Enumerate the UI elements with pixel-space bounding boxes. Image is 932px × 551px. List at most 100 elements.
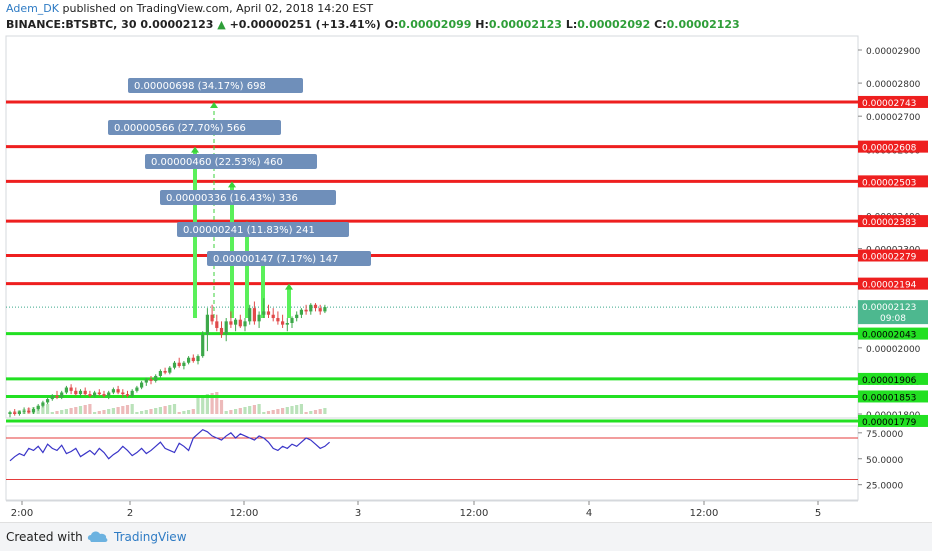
volume-bar — [74, 407, 78, 414]
candle-body — [187, 357, 191, 363]
candle-body — [262, 311, 266, 315]
volume-bar — [168, 405, 172, 414]
volume-bar — [130, 404, 134, 414]
price-chart[interactable]: 0.000029000.000028000.000027000.00002600… — [0, 0, 932, 522]
current-price-tag — [858, 300, 928, 325]
volume-bar — [88, 404, 92, 414]
volume-bar — [201, 395, 205, 414]
price-tick-label: 0.00002700 — [866, 113, 921, 123]
support-price-label: 0.00002043 — [862, 331, 916, 341]
target-label-box — [177, 222, 349, 237]
candle-body — [257, 314, 261, 322]
candle-body — [252, 308, 256, 322]
volume-bar — [257, 404, 261, 414]
candle-body — [22, 410, 26, 412]
candle-body — [177, 362, 181, 367]
volume-bar — [304, 412, 308, 414]
time-tick-label: 5 — [815, 508, 821, 519]
time-tick-label: 12:00 — [460, 508, 489, 519]
target-arrow-head — [210, 101, 218, 108]
candle-body — [83, 390, 87, 395]
volume-bar — [158, 407, 162, 414]
support-price-tag — [858, 372, 928, 385]
volume-bar — [290, 406, 294, 414]
volume-bar — [238, 408, 242, 414]
volume-bar — [41, 405, 45, 414]
volume-bar — [102, 410, 106, 414]
candle-body — [248, 308, 252, 322]
volume-bar — [318, 409, 322, 414]
candle-body — [41, 402, 45, 406]
candle-body — [102, 394, 106, 396]
volume-bar — [210, 393, 214, 414]
target-label: 0.00000336 (16.43%) 336 — [166, 193, 298, 204]
candle-body — [50, 395, 54, 400]
author-link[interactable]: Adem_DK — [6, 2, 59, 15]
candle-body — [46, 399, 50, 403]
candle-body — [93, 392, 97, 396]
candle-body — [60, 392, 64, 398]
candle-body — [290, 318, 294, 323]
candle-body — [276, 318, 280, 322]
volume-bar — [281, 408, 285, 414]
tradingview-logo-icon[interactable] — [86, 528, 110, 548]
low-value: 0.00002092 — [577, 18, 651, 31]
candle-body — [313, 304, 318, 309]
rsi-tick-label: 25.0000 — [866, 482, 903, 492]
candle-body — [158, 370, 162, 376]
volume-bar — [182, 411, 186, 414]
close-label: C: — [654, 18, 667, 31]
volume-bar — [78, 406, 83, 414]
volume-bar — [313, 410, 318, 414]
volume-bar — [64, 409, 68, 414]
candle-body — [318, 308, 322, 312]
tradingview-link[interactable]: TradingView — [114, 530, 187, 544]
time-tick-label: 3 — [355, 508, 361, 519]
support-price-tag — [858, 327, 928, 340]
volume-bar — [191, 409, 195, 414]
volume-bar — [107, 409, 111, 414]
target-label: 0.00000460 (22.53%) 460 — [151, 157, 283, 168]
target-label: 0.00000147 (7.17%) 147 — [213, 254, 338, 265]
up-arrow-icon: ▲ — [217, 18, 226, 31]
change-value: +0.00000251 (+13.41%) — [229, 18, 381, 31]
candle-body — [163, 370, 167, 373]
candle-body — [281, 321, 285, 325]
target-label-box — [108, 120, 281, 135]
candle-body — [243, 321, 247, 327]
volume-bar — [172, 404, 177, 414]
candle-body — [130, 390, 134, 396]
volume-bar — [309, 411, 313, 414]
volume-bar — [219, 400, 224, 414]
candle-body — [144, 379, 148, 383]
volume-bar — [135, 412, 139, 414]
candle-body — [309, 304, 313, 312]
time-tick-label: 2 — [127, 508, 133, 519]
time-tick-label: 4 — [586, 508, 592, 519]
candle-body — [31, 409, 36, 413]
volume-bar — [205, 394, 209, 414]
rsi-pane-frame — [5, 425, 859, 501]
open-label: O: — [384, 18, 399, 31]
volume-bar — [224, 411, 228, 414]
volume-bar — [234, 409, 238, 414]
volume-bar — [252, 405, 256, 414]
candle-body — [191, 357, 195, 362]
volume-bar — [262, 412, 266, 414]
candle-body — [271, 314, 275, 319]
resistance-price-tag — [858, 215, 928, 228]
support-price-tag — [858, 414, 928, 427]
volume-bar — [83, 405, 87, 414]
target-label-box — [128, 78, 303, 93]
created-with-text: Created with — [6, 530, 83, 544]
volume-bar — [46, 404, 50, 414]
resistance-price-tag — [858, 140, 928, 153]
time-tick-label: 2:00 — [11, 508, 33, 519]
high-value: 0.00002123 — [488, 18, 562, 31]
price-tick-label: 0.00002800 — [866, 80, 921, 90]
candle-body — [121, 392, 125, 395]
resistance-price-label: 0.00002608 — [862, 144, 917, 154]
rsi-tick-label: 75.0000 — [866, 430, 903, 440]
volume-bar — [116, 407, 120, 414]
price-tick-label: 0.00002900 — [866, 47, 921, 57]
